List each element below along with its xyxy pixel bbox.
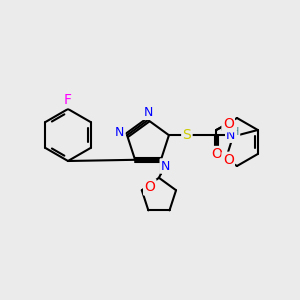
Text: F: F — [64, 93, 72, 107]
Text: N: N — [143, 106, 153, 119]
Text: H: H — [231, 127, 239, 137]
Text: S: S — [182, 128, 191, 142]
Text: O: O — [223, 117, 234, 131]
Text: N: N — [226, 129, 236, 142]
Text: N: N — [161, 160, 170, 172]
Text: O: O — [144, 180, 155, 194]
Text: O: O — [211, 147, 222, 161]
Text: N: N — [115, 126, 124, 139]
Text: O: O — [223, 153, 234, 167]
